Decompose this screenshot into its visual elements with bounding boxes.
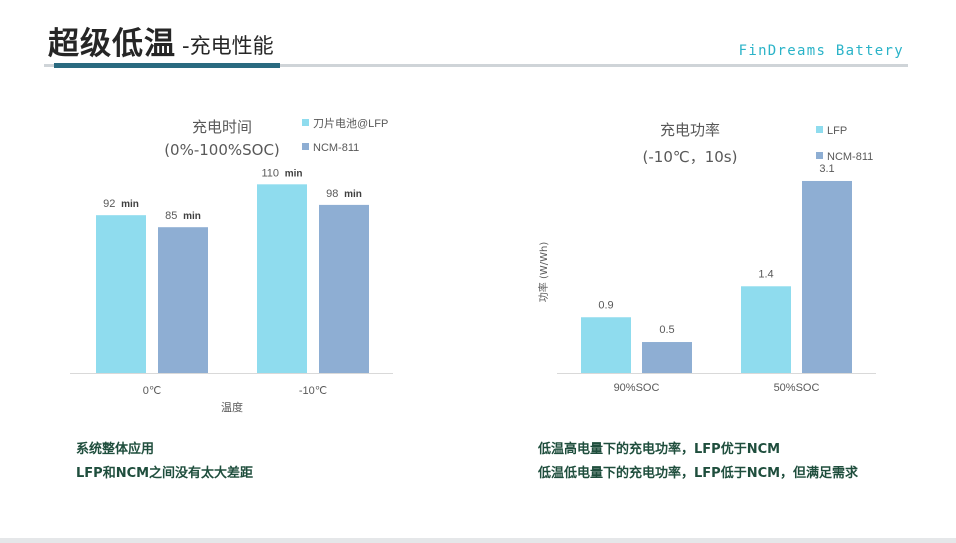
data-label: 3.1 xyxy=(819,163,834,175)
bar xyxy=(741,286,791,373)
brand-logo-text: FinDreams Battery xyxy=(738,43,904,59)
legend-label: 刀片电池@LFP xyxy=(313,117,388,130)
category-tick-label: 90%SOC xyxy=(614,382,660,394)
category-tick-label: 0℃ xyxy=(143,385,161,397)
chart-title: 充电功率 xyxy=(660,121,720,139)
chart-subtitle: (-10℃，10s) xyxy=(643,148,738,166)
right-note-line-2: 低温低电量下的充电功率，LFP低于NCM，但满足需求 xyxy=(538,466,859,481)
y-axis-label: 功率 (W/Wh) xyxy=(537,242,550,303)
data-label-unit: min xyxy=(180,211,201,222)
legend-swatch xyxy=(816,126,823,133)
bar xyxy=(319,204,369,373)
header: 超级低温 -充电性能 FinDreams Battery xyxy=(0,0,956,72)
right-note-line-1: 低温高电量下的充电功率，LFP优于NCM xyxy=(538,442,781,457)
legend-swatch xyxy=(302,119,309,126)
legend-swatch xyxy=(302,143,309,150)
legend-label: LFP xyxy=(827,125,847,137)
category-tick-label: -10℃ xyxy=(299,385,327,397)
bar xyxy=(581,317,631,373)
data-label-unit: min xyxy=(341,189,362,200)
data-label-unit: min xyxy=(282,168,303,179)
data-label: 1.4 xyxy=(758,268,773,280)
data-label-value: 85 xyxy=(165,210,177,222)
data-label-value: 110 xyxy=(261,167,279,179)
data-label: 0.5 xyxy=(659,324,674,336)
data-label: 85 min xyxy=(165,210,201,222)
left-notes: 系统整体应用 LFP和NCM之间没有太大差距 xyxy=(76,438,253,486)
x-axis-label: 温度 xyxy=(221,400,243,414)
left-note-line-2: LFP和NCM之间没有太大差距 xyxy=(76,466,254,481)
legend-label: NCM-811 xyxy=(827,151,873,163)
data-label: 110 min xyxy=(261,167,302,179)
bar xyxy=(158,227,208,373)
page-subtitle: -充电性能 xyxy=(182,34,274,58)
footer-bar xyxy=(0,538,956,543)
header-accent-bar xyxy=(54,63,280,68)
data-label-value: 92 xyxy=(103,198,115,210)
chart-title: 充电时间 xyxy=(192,118,252,136)
header-divider xyxy=(44,64,908,67)
left-note-line-1: 系统整体应用 xyxy=(76,442,155,457)
chart-subtitle: (0%-100%SOC) xyxy=(164,141,280,159)
data-label-unit: min xyxy=(118,199,139,210)
bar xyxy=(642,342,692,373)
right-notes: 低温高电量下的充电功率，LFP优于NCM 低温低电量下的充电功率，LFP低于NC… xyxy=(538,438,858,486)
legend-swatch xyxy=(816,152,823,159)
legend-label: NCM-811 xyxy=(313,142,359,154)
charging-power-chart: 充电功率 (-10℃，10s) LFP NCM-811 0.9 1.4 0.5 3.1 90%S… xyxy=(537,121,876,394)
data-label: 0.9 xyxy=(598,299,613,311)
data-label: 92 min xyxy=(103,198,139,210)
page-title: 超级低温 xyxy=(48,26,176,62)
bar xyxy=(257,184,307,373)
bar xyxy=(802,180,852,373)
data-label-value: 98 xyxy=(326,188,338,200)
bar xyxy=(96,215,146,373)
category-tick-label: 50%SOC xyxy=(774,382,820,394)
data-label: 98 min xyxy=(326,188,362,200)
